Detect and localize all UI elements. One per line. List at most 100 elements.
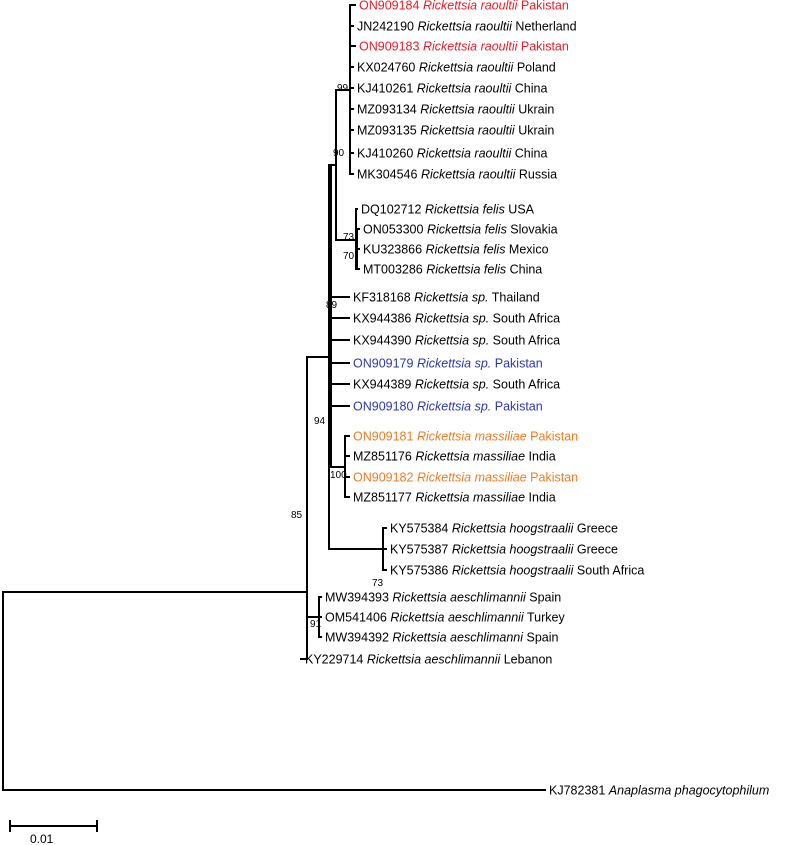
leaf-labels: ON909184 Rickettsia raoultii Pakistan JN2… <box>305 0 769 798</box>
accession-number: DQ102712 <box>361 203 425 217</box>
leaf-label: ON909183 Rickettsia raoultii Pakistan <box>359 40 569 54</box>
country-name: China <box>506 263 542 277</box>
species-name: Rickettsia raoultii <box>421 168 517 182</box>
species-name: Rickettsia massiliae <box>417 430 527 444</box>
accession-number: KY229714 <box>305 653 367 667</box>
leaf-label: KF318168 Rickettsia sp. Thailand <box>353 291 540 305</box>
leaf-label: KX024760 Rickettsia raoultii Poland <box>357 61 556 75</box>
accession-number: KU323866 <box>363 243 426 257</box>
species-name: Rickettsia aeschlimannii <box>392 591 527 605</box>
species-name: Rickettsia massiliae <box>415 491 525 505</box>
species-name: Rickettsia raoultii <box>420 124 516 138</box>
species-name: Rickettsia massiliae <box>417 471 527 485</box>
leaf-label: MW394392 Rickettsia aeschlimanni Spain <box>325 631 559 645</box>
leaf-label: KX944389 Rickettsia sp. South Africa <box>353 378 560 392</box>
bootstrap-value: 90 <box>333 148 345 159</box>
species-name: Rickettsia aeschlimannii <box>390 611 525 625</box>
species-name: Rickettsia raoultii <box>417 20 513 34</box>
country-name: Pakistan <box>491 400 542 414</box>
species-name: Anaplasma phagocytophilum <box>608 784 770 798</box>
accession-number: MZ851177 <box>353 491 415 505</box>
accession-number: ON909181 <box>353 430 417 444</box>
country-name: Pakistan <box>527 430 578 444</box>
country-name: Russia <box>515 168 557 182</box>
species-name: Rickettsia felis <box>425 203 505 217</box>
accession-number: MZ851176 <box>353 450 415 464</box>
accession-number: JN242190 <box>357 20 417 34</box>
accession-number: ON909182 <box>353 471 417 485</box>
species-name: Rickettsia sp. <box>417 400 491 414</box>
country-name: Thailand <box>489 291 540 305</box>
accession-number: MT003286 <box>363 263 426 277</box>
accession-number: KY575386 <box>390 564 452 578</box>
species-name: Rickettsia raoultii <box>423 40 519 54</box>
leaf-label: KU323866 Rickettsia felis Mexico <box>363 243 549 257</box>
species-name: Rickettsia raoultii <box>417 82 513 96</box>
leaf-label: ON909184 Rickettsia raoultii Pakistan <box>359 0 569 13</box>
accession-number: MK304546 <box>357 168 421 182</box>
country-name: Slovakia <box>507 223 558 237</box>
bootstrap-value: 70 <box>343 251 355 262</box>
species-name: Rickettsia aeschlimanni <box>392 631 524 645</box>
leaf-label: ON909182 Rickettsia massiliae Pakistan <box>353 471 578 485</box>
bootstrap-value: 100 <box>330 470 347 481</box>
accession-number: ON909180 <box>353 400 417 414</box>
country-name: Pakistan <box>527 471 578 485</box>
accession-number: KX944389 <box>353 378 415 392</box>
leaf-label: KY575386 Rickettsia hoogstraalii South A… <box>390 564 644 578</box>
species-name: Rickettsia raoultii <box>420 103 516 117</box>
tree-branches <box>2 4 546 791</box>
leaf-label: MZ851177 Rickettsia massiliae India <box>353 491 556 505</box>
species-name: Rickettsia sp. <box>415 312 489 326</box>
leaf-label: JN242190 Rickettsia raoultii Netherland <box>357 20 577 34</box>
accession-number: KJ782381 <box>549 784 609 798</box>
accession-number: ON909184 <box>359 0 423 13</box>
species-name: Rickettsia hoogstraalii <box>452 564 575 578</box>
country-name: India <box>525 450 556 464</box>
species-name: Rickettsia raoultii <box>419 61 515 75</box>
leaf-label: DQ102712 Rickettsia felis USA <box>361 203 535 217</box>
species-name: Rickettsia felis <box>427 223 507 237</box>
leaf-label: MZ093135 Rickettsia raoultii Ukrain <box>357 124 554 138</box>
country-name: Greece <box>573 543 618 557</box>
species-name: Rickettsia sp. <box>415 334 489 348</box>
country-name: South Africa <box>489 312 560 326</box>
country-name: China <box>511 147 547 161</box>
species-name: Rickettsia sp. <box>414 291 488 305</box>
accession-number: KX944386 <box>353 312 415 326</box>
leaf-label: KX944386 Rickettsia sp. South Africa <box>353 312 560 326</box>
accession-number: MW394392 <box>325 631 392 645</box>
scale-bar-label: 0.01 <box>30 832 54 845</box>
species-name: Rickettsia aeschlimannii <box>367 653 502 667</box>
country-name: Spain <box>523 631 558 645</box>
accession-number: KX024760 <box>357 61 419 75</box>
leaf-label: ON909179 Rickettsia sp. Pakistan <box>353 357 543 371</box>
accession-number: ON053300 <box>363 223 427 237</box>
accession-number: MW394393 <box>325 591 392 605</box>
leaf-label: OM541406 Rickettsia aeschlimannii Turkey <box>325 611 565 625</box>
species-name: Rickettsia massiliae <box>415 450 525 464</box>
country-name: South Africa <box>489 378 560 392</box>
country-name: India <box>525 491 556 505</box>
bootstrap-value: 94 <box>314 416 326 427</box>
leaf-label: KJ410261 Rickettsia raoultii China <box>357 82 547 96</box>
accession-number: KX944390 <box>353 334 415 348</box>
country-name: Pakistan <box>517 40 568 54</box>
country-name: China <box>511 82 547 96</box>
leaf-label: KY229714 Rickettsia aeschlimannii Lebano… <box>305 653 552 667</box>
leaf-label: KJ410260 Rickettsia raoultii China <box>357 147 547 161</box>
country-name: Turkey <box>524 611 566 625</box>
country-name: USA <box>505 203 535 217</box>
leaf-label: MT003286 Rickettsia felis China <box>363 263 542 277</box>
country-name: Greece <box>573 522 618 536</box>
accession-number: MZ093134 <box>357 103 420 117</box>
accession-number: KJ410261 <box>357 82 417 96</box>
species-name: Rickettsia felis <box>426 263 506 277</box>
species-name: Rickettsia raoultii <box>423 0 519 13</box>
bootstrap-value: 85 <box>291 510 303 521</box>
species-name: Rickettsia hoogstraalii <box>452 543 575 557</box>
accession-number: KY575384 <box>390 522 452 536</box>
country-name: Ukrain <box>515 124 555 138</box>
country-name: South Africa <box>573 564 644 578</box>
